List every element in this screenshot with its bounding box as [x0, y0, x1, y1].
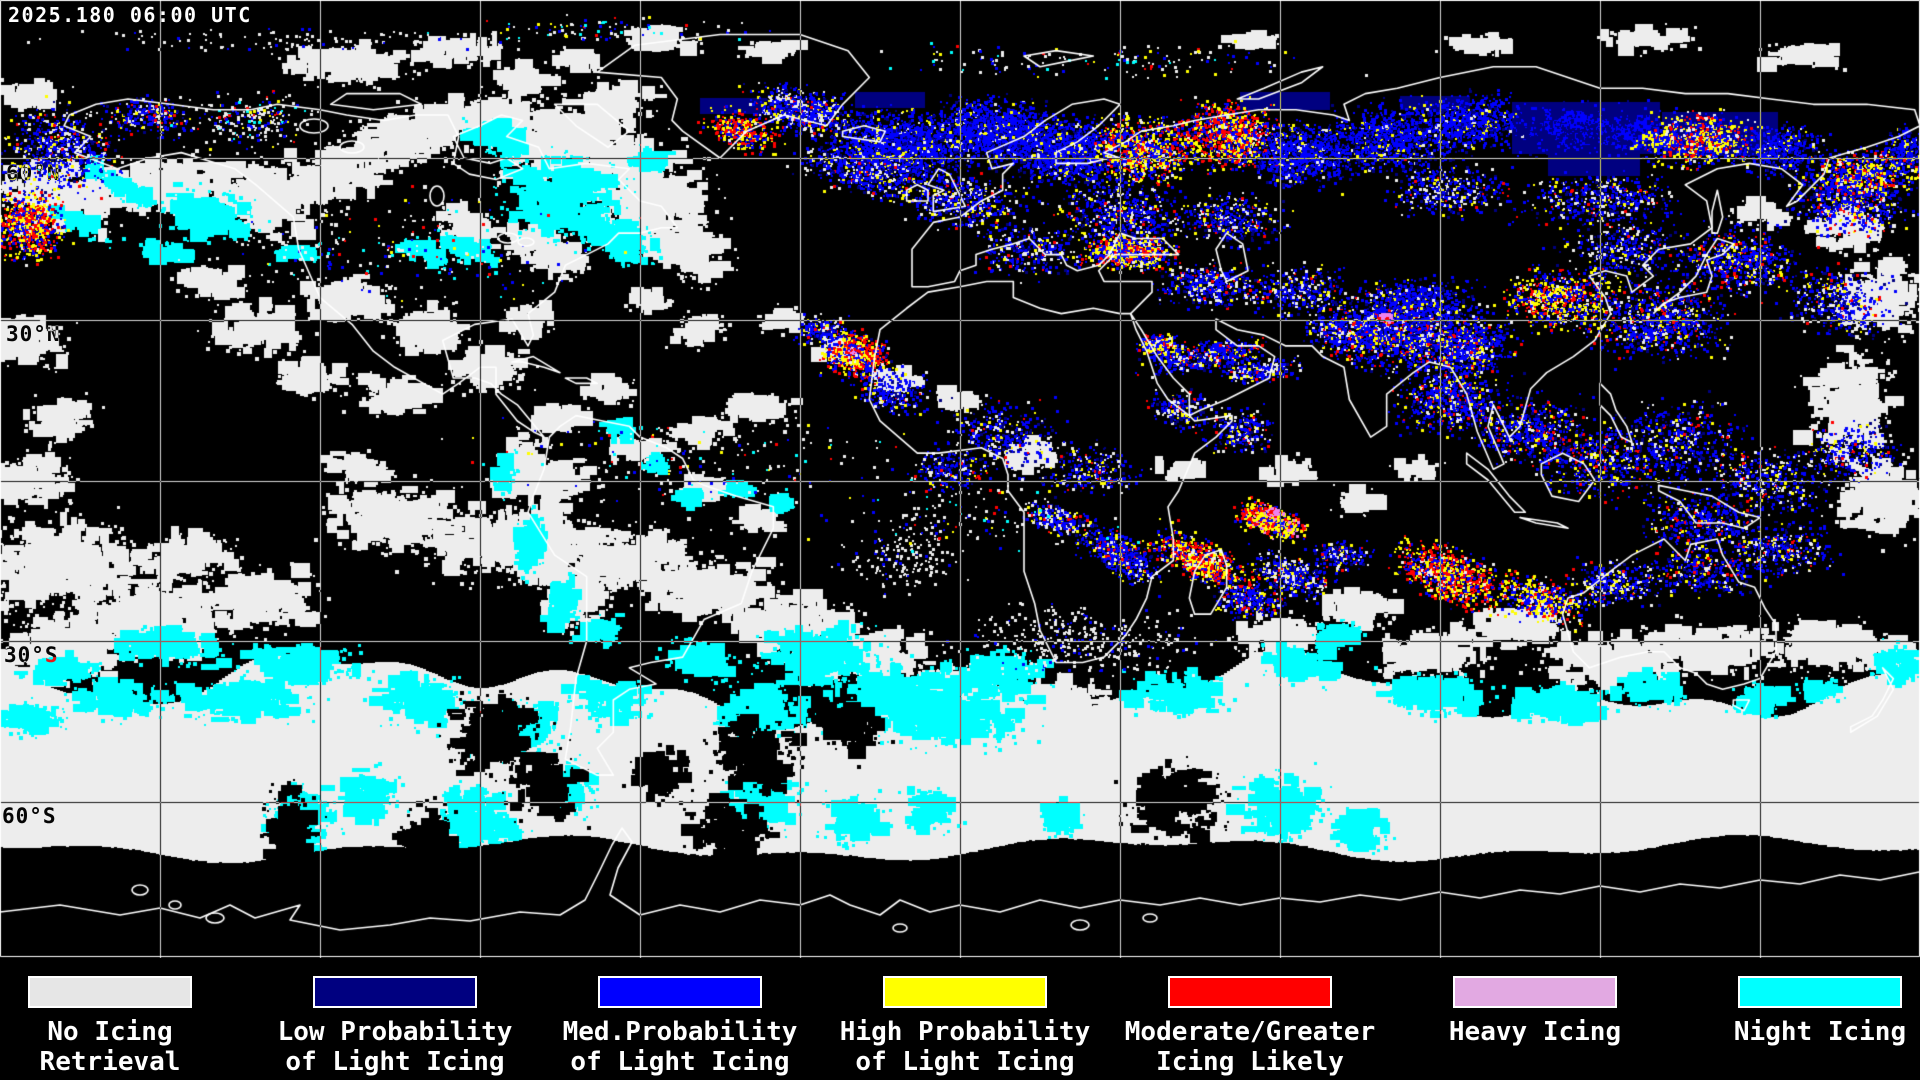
- legend-label: Med.Probability: [562, 1017, 798, 1047]
- legend-swatch-night-icing: [1738, 976, 1902, 1008]
- legend-item-moderate-greater: Moderate/Greater Icing Likely: [1110, 976, 1390, 1077]
- lat-label-30s: 30°S: [4, 643, 59, 667]
- legend-label: Icing Likely: [1156, 1047, 1344, 1077]
- legend-item-high-probability: High Probability of Light Icing: [825, 976, 1105, 1077]
- legend-label: [1395, 1047, 1675, 1077]
- legend-label: Retrieval: [39, 1047, 181, 1077]
- legend-label: of Light Icing: [285, 1047, 505, 1077]
- legend-label: of Light Icing: [855, 1047, 1075, 1077]
- lat-label-30n: 30°N: [6, 322, 61, 346]
- lat-label-60s: 60°S: [2, 804, 57, 828]
- legend-label: High Probability: [839, 1017, 1091, 1047]
- legend-label: [1680, 1047, 1920, 1077]
- legend-swatch-moderate-greater: [1168, 976, 1332, 1008]
- legend-swatch-heavy-icing: [1453, 976, 1617, 1008]
- legend-label: Moderate/Greater: [1124, 1017, 1376, 1047]
- legend-swatch-no-icing: [28, 976, 192, 1008]
- lat-label-60n: 60°N: [6, 161, 61, 185]
- world-map: 2025.180 06:00 UTC 60°N 30°N 30°S 60°S: [0, 0, 1920, 958]
- legend-label: No Icing: [47, 1017, 173, 1047]
- timestamp: 2025.180 06:00 UTC: [8, 3, 252, 27]
- map-canvas: [0, 0, 1920, 958]
- legend-swatch-low-probability: [313, 976, 477, 1008]
- legend-item-heavy-icing: Heavy Icing: [1395, 976, 1675, 1077]
- legend-item-med-probability: Med.Probability of Light Icing: [540, 976, 820, 1077]
- legend-item-no-icing: No Icing Retrieval: [0, 976, 250, 1077]
- legend-item-low-probability: Low Probability of Light Icing: [255, 976, 535, 1077]
- legend-label: of Light Icing: [570, 1047, 790, 1077]
- legend: No Icing Retrieval Low Probability of Ligh…: [0, 958, 1920, 1080]
- legend-item-night-icing: Night Icing: [1680, 976, 1920, 1077]
- legend-label: Low Probability: [277, 1017, 513, 1047]
- legend-swatch-med-probability: [598, 976, 762, 1008]
- legend-swatch-high-probability: [883, 976, 1047, 1008]
- legend-label: Night Icing: [1733, 1017, 1907, 1047]
- legend-label: Heavy Icing: [1448, 1017, 1622, 1047]
